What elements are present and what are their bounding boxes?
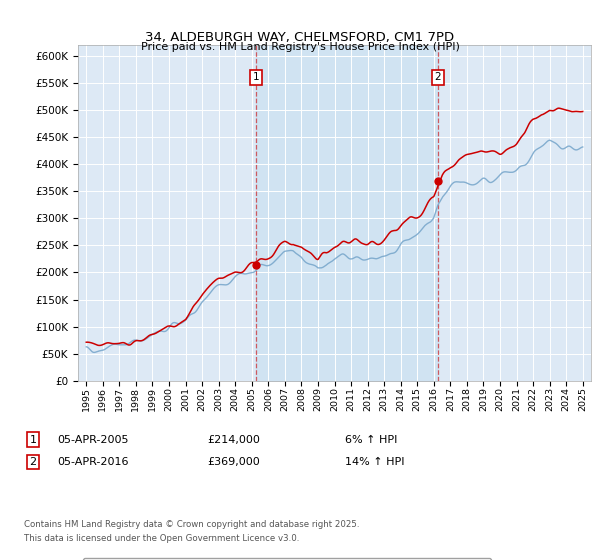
Text: 1: 1 — [253, 72, 259, 82]
Text: £214,000: £214,000 — [207, 435, 260, 445]
Text: 2: 2 — [434, 72, 441, 82]
Text: 2: 2 — [29, 457, 37, 467]
Text: Price paid vs. HM Land Registry's House Price Index (HPI): Price paid vs. HM Land Registry's House … — [140, 42, 460, 52]
Text: Contains HM Land Registry data © Crown copyright and database right 2025.: Contains HM Land Registry data © Crown c… — [24, 520, 359, 529]
Text: 1: 1 — [29, 435, 37, 445]
Text: £369,000: £369,000 — [207, 457, 260, 467]
Text: 05-APR-2005: 05-APR-2005 — [57, 435, 128, 445]
Legend: 34, ALDEBURGH WAY, CHELMSFORD, CM1 7PD (semi-detached house), HPI: Average price: 34, ALDEBURGH WAY, CHELMSFORD, CM1 7PD (… — [83, 558, 491, 560]
Text: 6% ↑ HPI: 6% ↑ HPI — [345, 435, 397, 445]
Text: 34, ALDEBURGH WAY, CHELMSFORD, CM1 7PD: 34, ALDEBURGH WAY, CHELMSFORD, CM1 7PD — [145, 31, 455, 44]
Text: This data is licensed under the Open Government Licence v3.0.: This data is licensed under the Open Gov… — [24, 534, 299, 543]
Text: 14% ↑ HPI: 14% ↑ HPI — [345, 457, 404, 467]
Text: 05-APR-2016: 05-APR-2016 — [57, 457, 128, 467]
